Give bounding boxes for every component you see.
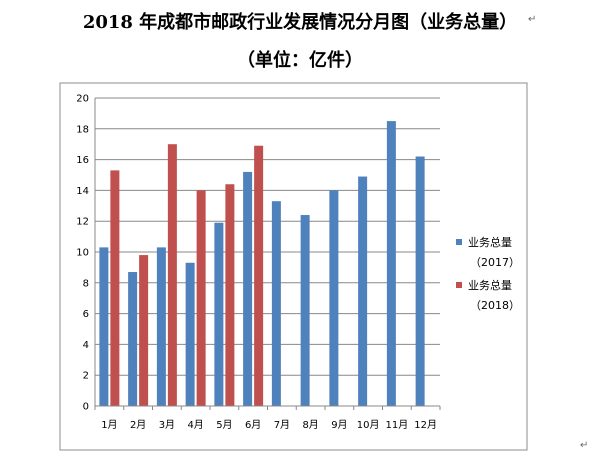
- bar-series-2017: [386, 121, 396, 406]
- y-tick-label: 18: [76, 124, 89, 135]
- x-tick-label: 11月: [386, 419, 409, 431]
- legend-swatch: [456, 282, 462, 288]
- paragraph-mark-icon: ↵: [528, 14, 537, 25]
- y-tick-label: 0: [83, 402, 89, 413]
- paragraph-mark-icon: ↵: [580, 440, 589, 451]
- legend-label: 业务总量: [468, 235, 512, 249]
- bar-series-2017: [214, 222, 224, 406]
- legend: 业务总量 （2017） 业务总量 （2018）: [456, 235, 520, 312]
- bar-series-2018: [110, 170, 120, 406]
- x-tick-label: 4月: [187, 419, 203, 431]
- gridlines: [95, 97, 440, 407]
- bar-series-2018: [167, 144, 177, 406]
- y-tick-label: 14: [76, 186, 89, 197]
- bar-series-2017: [271, 201, 281, 406]
- bar-series-2018: [225, 184, 235, 406]
- x-tick-label: 1月: [101, 419, 117, 431]
- bar-series-2018: [196, 190, 206, 406]
- x-tick-label: 2月: [130, 419, 146, 431]
- bar-series-2017: [329, 190, 339, 406]
- legend-label: 业务总量: [468, 278, 512, 292]
- y-tick-label: 10: [76, 248, 89, 259]
- y-tick-label: 16: [76, 155, 89, 166]
- y-tick-label: 8: [83, 278, 89, 289]
- x-tick-label: 5月: [216, 419, 232, 431]
- chart-unit-subtitle: （单位：亿件）: [237, 50, 363, 71]
- y-tick-label: 4: [83, 340, 89, 351]
- legend-label-year: （2018）: [470, 299, 520, 312]
- bar-series-2017: [185, 262, 195, 406]
- bar-series-2017: [300, 215, 310, 406]
- legend-swatch: [456, 239, 462, 245]
- y-tick-label: 12: [76, 217, 89, 228]
- bars: [99, 121, 425, 407]
- y-tick-label: 2: [83, 371, 89, 382]
- x-tick-label: 6月: [245, 419, 261, 431]
- chart-title: 2018 年成都市邮政行业发展情况分月图（业务总量）: [82, 12, 518, 33]
- x-tick-label: 9月: [331, 419, 347, 431]
- x-tick-label: 7月: [274, 419, 290, 431]
- legend-label-year: （2017）: [470, 256, 520, 269]
- x-tick-label: 3月: [159, 419, 175, 431]
- y-tick-label: 20: [76, 94, 89, 105]
- bar-series-2017: [243, 171, 253, 406]
- axes: 0 2 4 6 8 10 12 14 16 18 20 1月 2月 3月 4月 5月 6月 7月 8月 9月 10月 11…: [76, 94, 441, 431]
- bar-series-2017: [99, 247, 109, 406]
- bar-series-2017: [128, 272, 138, 406]
- x-tick-label: 10月: [357, 419, 380, 431]
- x-tick-label: 12月: [414, 419, 437, 431]
- y-tick-label: 6: [83, 309, 89, 320]
- chart-frame: [59, 82, 528, 451]
- x-tick-label: 8月: [302, 419, 318, 431]
- bar-series-2018: [254, 145, 264, 407]
- bar-series-2017: [358, 176, 368, 406]
- bar-series-2018: [139, 255, 149, 406]
- bar-series-2017: [415, 156, 425, 406]
- bar-series-2017: [156, 247, 166, 406]
